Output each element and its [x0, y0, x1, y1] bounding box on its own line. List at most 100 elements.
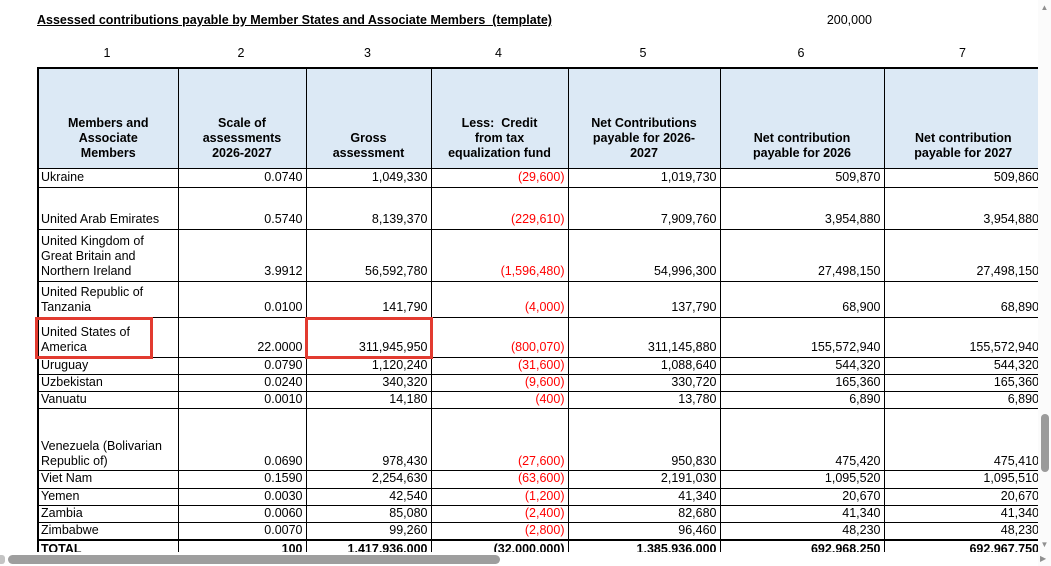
horizontal-scrollbar-end[interactable] [0, 555, 5, 564]
cell-net_total[interactable]: 1,019,730 [567, 167, 721, 188]
cell-net_2027[interactable]: 509,860 [883, 167, 1044, 188]
cell-gross[interactable]: 8,139,370 [305, 186, 432, 230]
cell-name[interactable]: United Kingdom of Great Britain and Nort… [37, 228, 179, 282]
cell-net_2027[interactable]: 544,320 [883, 356, 1044, 375]
cell-name[interactable]: United Republic of Tanzania [37, 280, 179, 318]
cell-gross[interactable]: 340,320 [305, 373, 432, 393]
cell-name[interactable]: Vanuatu [37, 390, 179, 410]
cell-gross[interactable]: 42,540 [305, 487, 432, 506]
cell-net_2027[interactable]: 165,360 [883, 373, 1044, 393]
cell-net_2027[interactable]: 48,230 [883, 522, 1044, 541]
cell-net_2026[interactable]: 68,900 [719, 280, 885, 318]
cell-net_total[interactable]: 54,996,300 [567, 228, 721, 282]
scroll-right-icon[interactable]: ▶ [1040, 554, 1047, 563]
vertical-scrollbar-thumb[interactable] [1041, 414, 1049, 472]
cell-net_total[interactable]: 311,145,880 [567, 316, 721, 358]
cell-credit[interactable]: (2,400) [430, 504, 569, 524]
vertical-scrollbar[interactable]: ▲ ▼ [1038, 0, 1051, 566]
cell-net_2026[interactable]: 3,954,880 [719, 186, 885, 230]
cell-net_2027[interactable]: 41,340 [883, 504, 1044, 524]
cell-net_2026[interactable]: 1,095,520 [719, 470, 885, 489]
cell-net_2027[interactable]: 6,890 [883, 390, 1044, 410]
cell-name[interactable]: Yemen [37, 487, 179, 506]
cell-credit[interactable]: (31,600) [430, 356, 569, 375]
cell-scale[interactable]: 22.0000 [177, 316, 307, 358]
cell-net_total[interactable]: 950,830 [567, 408, 721, 472]
cell-net_2026[interactable]: 6,890 [719, 390, 885, 410]
column-header-net-2027[interactable]: Net contribution payable for 2027 [883, 67, 1044, 169]
cell-gross[interactable]: 1,049,330 [305, 167, 432, 188]
cell-gross[interactable]: 99,260 [305, 522, 432, 541]
cell-credit[interactable]: (27,600) [430, 408, 569, 472]
cell-scale[interactable]: 0.0740 [177, 167, 307, 188]
cell-net_2027[interactable]: 475,410 [883, 408, 1044, 472]
cell-net_2026[interactable]: 27,498,150 [719, 228, 885, 282]
cell-net_2026[interactable]: 165,360 [719, 373, 885, 393]
cell-net_2026[interactable]: 155,572,940 [719, 316, 885, 358]
cell-scale[interactable]: 0.0010 [177, 390, 307, 410]
cell-name[interactable]: United Arab Emirates [37, 186, 179, 230]
cell-net_total[interactable]: 41,340 [567, 487, 721, 506]
cell-name[interactable]: United States of America [37, 316, 179, 358]
cell-name[interactable]: Venezuela (Bolivarian Republic of) [37, 408, 179, 472]
cell-scale[interactable]: 0.1590 [177, 470, 307, 489]
cell-name[interactable]: Ukraine [37, 167, 179, 188]
cell-credit[interactable]: (4,000) [430, 280, 569, 318]
cell-scale[interactable]: 0.0790 [177, 356, 307, 375]
cell-name[interactable]: Zimbabwe [37, 522, 179, 541]
cell-net_total[interactable]: 2,191,030 [567, 470, 721, 489]
cell-net_total[interactable]: 137,790 [567, 280, 721, 318]
cell-scale[interactable]: 0.0690 [177, 408, 307, 472]
cell-net_total[interactable]: 1,088,640 [567, 356, 721, 375]
cell-credit[interactable]: (229,610) [430, 186, 569, 230]
cell-net_2026[interactable]: 48,230 [719, 522, 885, 541]
cell-net_2026[interactable]: 544,320 [719, 356, 885, 375]
column-header-net-total[interactable]: Net Contributions payable for 2026- 2027 [567, 67, 721, 169]
cell-credit[interactable]: (63,600) [430, 470, 569, 489]
cell-credit[interactable]: (29,600) [430, 167, 569, 188]
column-header-members[interactable]: Members and Associate Members [37, 67, 179, 169]
cell-net_2026[interactable]: 509,870 [719, 167, 885, 188]
cell-net_total[interactable]: 82,680 [567, 504, 721, 524]
cell-scale[interactable]: 0.0100 [177, 280, 307, 318]
scrollbar-corner[interactable]: ▶ [1038, 552, 1051, 566]
cell-net_2027[interactable]: 3,954,880 [883, 186, 1044, 230]
cell-name[interactable]: Viet Nam [37, 470, 179, 489]
cell-net_2027[interactable]: 68,890 [883, 280, 1044, 318]
cell-scale[interactable]: 0.0030 [177, 487, 307, 506]
cell-name[interactable]: Uruguay [37, 356, 179, 375]
column-header-net-2026[interactable]: Net contribution payable for 2026 [719, 67, 885, 169]
cell-net_total[interactable]: 13,780 [567, 390, 721, 410]
column-header-gross[interactable]: Gross assessment [305, 67, 432, 169]
scroll-down-icon[interactable]: ▼ [1040, 540, 1049, 549]
cell-gross[interactable]: 14,180 [305, 390, 432, 410]
cell-credit[interactable]: (9,600) [430, 373, 569, 393]
cell-gross[interactable]: 141,790 [305, 280, 432, 318]
cell-gross[interactable]: 1,120,240 [305, 356, 432, 375]
scroll-up-icon[interactable]: ▲ [1040, 3, 1049, 12]
cell-net_2027[interactable]: 1,095,510 [883, 470, 1044, 489]
column-header-tax-credit[interactable]: Less: Credit from tax equalization fund [430, 67, 569, 169]
cell-gross[interactable]: 56,592,780 [305, 228, 432, 282]
cell-gross[interactable]: 2,254,630 [305, 470, 432, 489]
cell-credit[interactable]: (800,070) [430, 316, 569, 358]
horizontal-scrollbar-thumb[interactable] [8, 555, 500, 564]
cell-gross[interactable]: 978,430 [305, 408, 432, 472]
horizontal-scrollbar[interactable] [0, 552, 1038, 566]
cell-net_2027[interactable]: 155,572,940 [883, 316, 1044, 358]
cell-net_2027[interactable]: 20,670 [883, 487, 1044, 506]
cell-net_total[interactable]: 7,909,760 [567, 186, 721, 230]
cell-name[interactable]: Uzbekistan [37, 373, 179, 393]
cell-scale[interactable]: 0.0240 [177, 373, 307, 393]
cell-credit[interactable]: (2,800) [430, 522, 569, 541]
cell-net_total[interactable]: 96,460 [567, 522, 721, 541]
cell-net_total[interactable]: 330,720 [567, 373, 721, 393]
cell-scale[interactable]: 0.0060 [177, 504, 307, 524]
cell-credit[interactable]: (400) [430, 390, 569, 410]
cell-net_2026[interactable]: 20,670 [719, 487, 885, 506]
cell-name[interactable]: Zambia [37, 504, 179, 524]
column-header-scale[interactable]: Scale of assessments 2026-2027 [177, 67, 307, 169]
cell-scale[interactable]: 0.5740 [177, 186, 307, 230]
cell-scale[interactable]: 3.9912 [177, 228, 307, 282]
cell-scale[interactable]: 0.0070 [177, 522, 307, 541]
